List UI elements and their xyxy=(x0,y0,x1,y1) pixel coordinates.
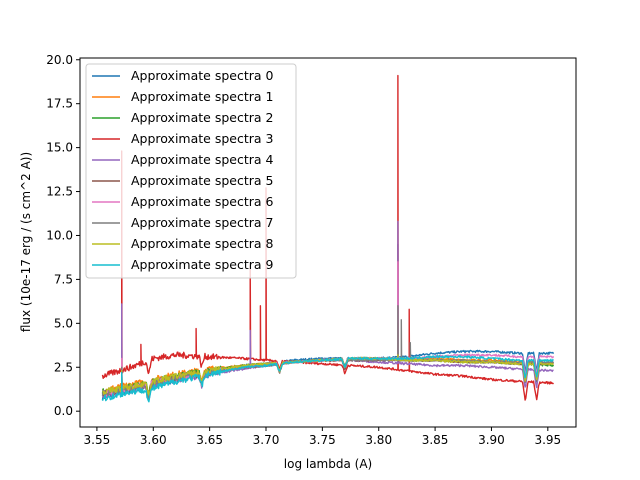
series-line-9 xyxy=(101,355,555,403)
axes-frame xyxy=(79,57,577,428)
y-tick-label: 2.5 xyxy=(54,360,73,374)
x-tick-label: 3.65 xyxy=(196,433,223,447)
y-tick-label: 12.5 xyxy=(46,185,73,199)
series-lines-group xyxy=(101,74,555,403)
legend-label: Approximate spectra 6 xyxy=(131,194,274,209)
legend-label: Approximate spectra 9 xyxy=(131,257,274,272)
legend-label: Approximate spectra 1 xyxy=(131,89,273,104)
legend-label: Approximate spectra 4 xyxy=(131,152,274,167)
x-axis-ticks: 3.55 3.60 3.65 3.70 3.75 3.80 3.85 3.90 3.95 xyxy=(84,427,561,447)
legend-label: Approximate spectra 7 xyxy=(131,215,273,230)
x-tick-label: 3.75 xyxy=(309,433,336,447)
x-tick-label: 3.95 xyxy=(534,433,561,447)
y-tick-label: 20.0 xyxy=(46,53,73,67)
x-tick-label: 3.85 xyxy=(422,433,449,447)
x-axis-label: log lambda (A) xyxy=(284,457,372,471)
x-tick-label: 3.70 xyxy=(253,433,280,447)
legend-box xyxy=(85,63,297,279)
y-tick-label: 10.0 xyxy=(46,228,73,242)
y-tick-label: 5.0 xyxy=(54,316,73,330)
legend-label: Approximate spectra 0 xyxy=(131,68,274,83)
series-line-3 xyxy=(101,74,554,401)
legend-label: Approximate spectra 8 xyxy=(131,236,274,251)
y-tick-label: 17.5 xyxy=(46,97,73,111)
x-tick-label: 3.80 xyxy=(365,433,392,447)
legend-label: Approximate spectra 3 xyxy=(131,131,273,146)
y-tick-label: 0.0 xyxy=(54,404,73,418)
x-tick-label: 3.55 xyxy=(84,433,111,447)
y-tick-label: 7.5 xyxy=(54,272,73,286)
x-tick-label: 3.60 xyxy=(140,433,167,447)
y-axis-label: flux (10e-17 erg / (s cm^2 A)) xyxy=(19,152,33,332)
x-tick-label: 3.90 xyxy=(478,433,505,447)
legend-label: Approximate spectra 2 xyxy=(131,110,273,125)
legend: Approximate spectra 0 Approximate spectra… xyxy=(85,63,297,279)
legend-label: Approximate spectra 5 xyxy=(131,173,273,188)
y-tick-label: 15.0 xyxy=(46,141,73,155)
y-axis-ticks: 0.0 2.5 5.0 7.5 10.0 12.5 15.0 17.5 20.0 xyxy=(46,53,80,418)
